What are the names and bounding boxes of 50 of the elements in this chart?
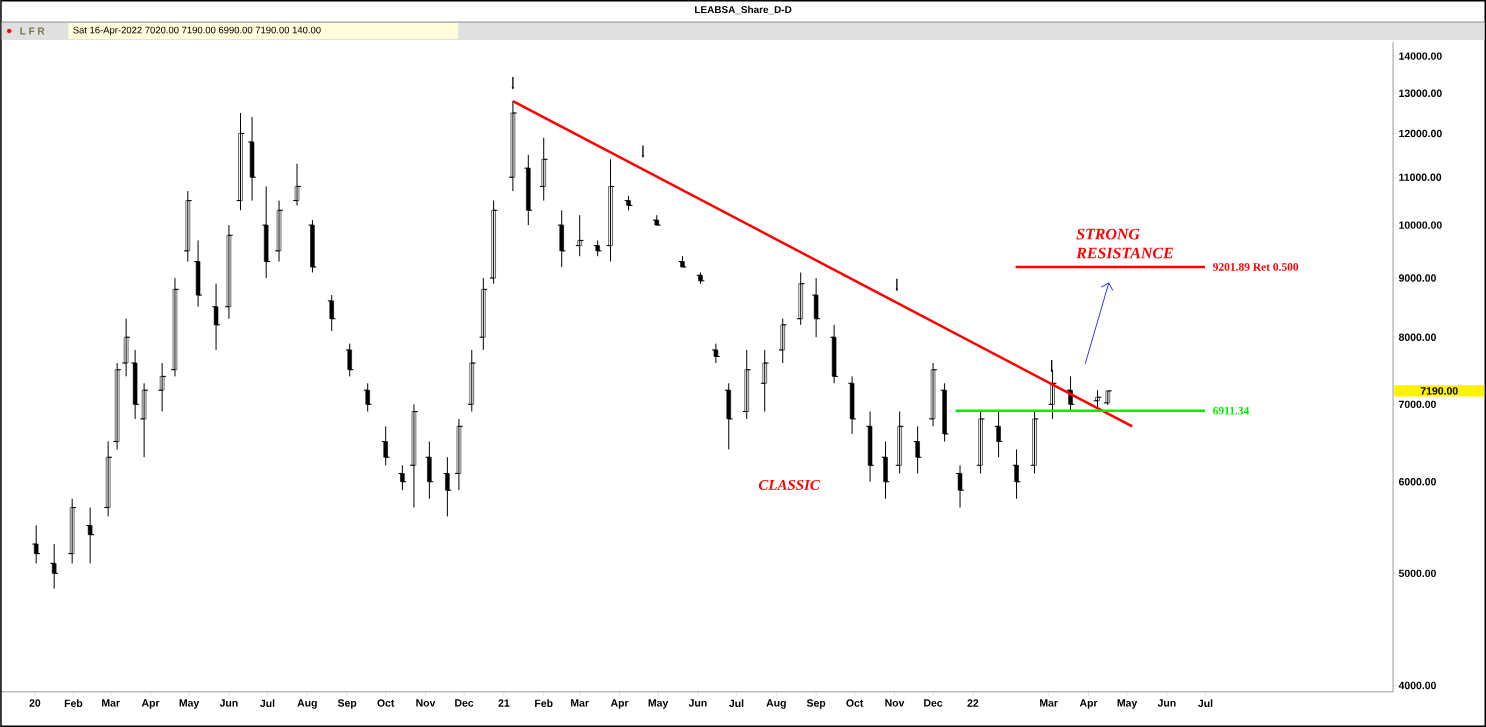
x-tick-label: May [648, 699, 669, 709]
x-tick-label: Sep [806, 699, 826, 709]
x-tick-label: Feb [64, 699, 83, 708]
x-tick-label: Mar [1040, 699, 1058, 707]
y-tick-label: 12000.00 [1399, 129, 1442, 138]
x-tick-label: Feb [535, 699, 553, 708]
x-tick-label: Mar [571, 699, 589, 707]
x-tick-label: Jul [729, 699, 744, 708]
y-tick-label: 6000.00 [1398, 478, 1436, 486]
x-tick-label: Mar [102, 699, 120, 707]
x-tick-label: Aug [297, 699, 317, 709]
x-tick-label: Apr [141, 699, 160, 709]
text: L F R [20, 27, 45, 35]
annotation: CLASSIC [758, 479, 820, 490]
chart-title: LEABSA_Share_D-D [695, 5, 792, 15]
y-tick-label: 7000.00 [1399, 400, 1436, 409]
y-tick-label: 8000.00 [1398, 333, 1436, 341]
x-tick-label: Jun [688, 699, 707, 707]
x-tick-label: Oct [377, 699, 395, 707]
text: Sat 16-Apr-2022 7020.00 7190.00 6990.00 7190.00 140.00 [73, 26, 321, 36]
x-tick-label: Jul [260, 699, 275, 708]
y-tick-label: 9000.00 [1398, 274, 1436, 282]
x-tick-label: Apr [610, 699, 629, 709]
x-tick-label: 21 [498, 699, 510, 707]
y-tick-label: 4000.00 [1398, 681, 1436, 690]
x-tick-label: Oct [846, 699, 864, 707]
annotation: STRONG RESISTANCE [1076, 228, 1173, 259]
x-tick-label: Jun [1157, 699, 1176, 707]
candlestick [930, 362, 936, 427]
x-tick-label: Nov [416, 699, 436, 707]
ref-line-label: 6911.34 [1213, 406, 1250, 415]
ref-line-label: 9201.89 Ret 0.500 [1213, 263, 1299, 271]
text: 7190.00 [1420, 387, 1458, 395]
x-tick-label: May [1117, 699, 1138, 709]
x-tick-label: Dec [924, 699, 943, 707]
x-tick-label: Dec [455, 699, 474, 707]
y-tick-label: 5000.00 [1398, 569, 1436, 578]
x-tick-label: 22 [967, 699, 979, 707]
y-tick-label: 14000.00 [1399, 52, 1442, 60]
x-tick-label: Sep [337, 699, 357, 709]
x-tick-label: Jun [219, 699, 238, 707]
x-tick-label: Nov [885, 699, 905, 707]
x-tick-label: 20 [29, 699, 41, 707]
x-tick-label: Aug [766, 699, 786, 709]
y-tick-label: 13000.00 [1399, 89, 1442, 98]
x-tick-label: May [179, 699, 200, 709]
x-tick-label: Jul [1198, 699, 1213, 708]
y-tick-label: 11000.00 [1399, 173, 1442, 181]
x-tick-label: Apr [1079, 699, 1098, 709]
y-tick-label: 10000.00 [1399, 221, 1442, 229]
